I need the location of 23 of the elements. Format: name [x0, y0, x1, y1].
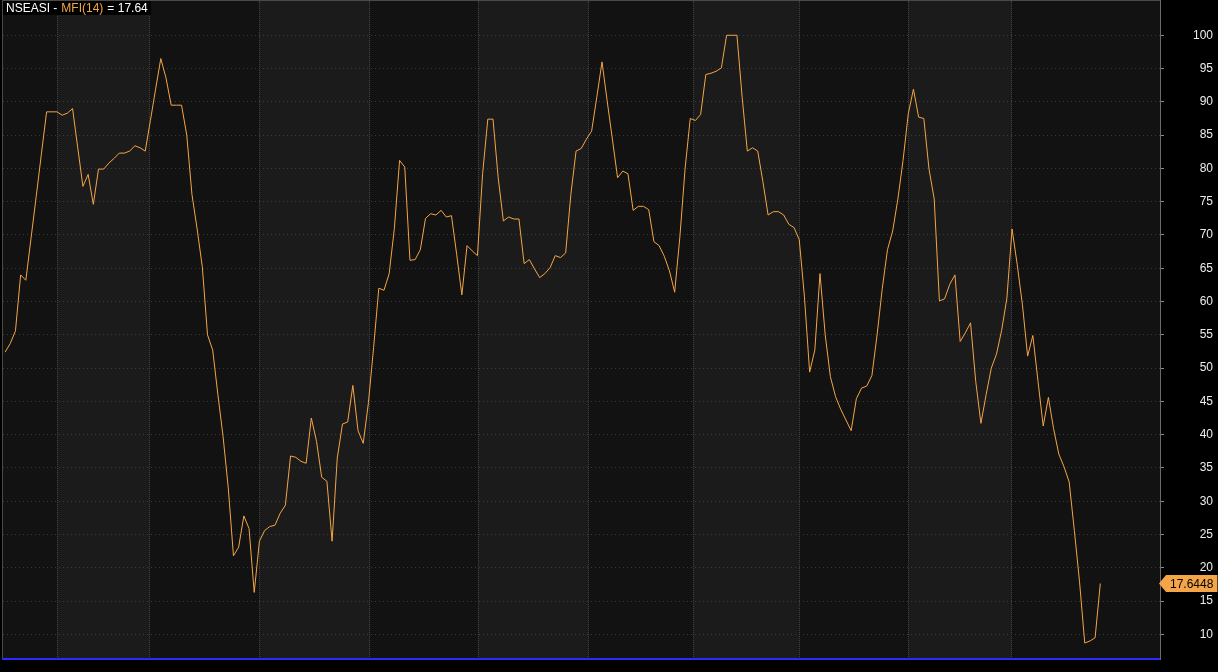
- chart-title: NSEASI -: [6, 1, 58, 15]
- y-tick-label: 90: [1199, 94, 1214, 109]
- y-tick-label: 45: [1199, 393, 1214, 408]
- y-tick-label: 30: [1199, 493, 1214, 508]
- y-tick-label: 80: [1199, 160, 1214, 175]
- y-tick-label: 100: [1192, 27, 1214, 42]
- y-tick-label: 20: [1199, 560, 1214, 575]
- text: 17.6448: [1170, 576, 1214, 591]
- y-tick-label: 55: [1199, 327, 1214, 342]
- y-tick-label: 60: [1199, 293, 1214, 308]
- y-tick-label: 95: [1199, 60, 1214, 75]
- y-tick-label: 85: [1199, 127, 1214, 142]
- y-tick-label: 10: [1199, 626, 1214, 641]
- y-tick-label: 50: [1199, 360, 1214, 375]
- y-tick-label: 15: [1199, 593, 1214, 608]
- annotation: = 17.64: [107, 1, 148, 15]
- y-tick-label: 35: [1199, 460, 1214, 475]
- text: MFI(14): [61, 1, 104, 15]
- y-tick-label: 65: [1199, 260, 1214, 275]
- y-tick-label: 75: [1199, 194, 1214, 209]
- y-tick-label: 70: [1199, 227, 1214, 242]
- y-tick-label: 40: [1199, 426, 1214, 441]
- y-tick-label: 25: [1199, 526, 1214, 541]
